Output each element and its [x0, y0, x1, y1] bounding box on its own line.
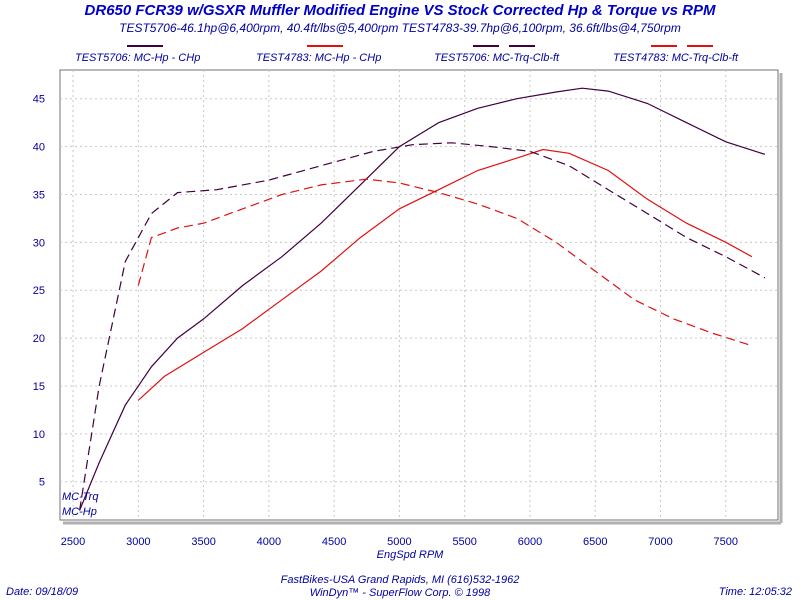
legend-entry-1: TEST4783: MC-Hp - CHp [256, 52, 382, 64]
plot-area [59, 69, 779, 521]
x-tick-label: 3000 [126, 536, 150, 548]
legend-swatch-3 [651, 45, 713, 47]
legend-entry-0: TEST5706: MC-Hp - CHp [75, 52, 201, 64]
chart-title: DR650 FCR39 w/GSXR Muffler Modified Engi… [84, 2, 716, 19]
x-tick-label: 6500 [583, 536, 607, 548]
x-tick-label: 7500 [714, 536, 738, 548]
chart-subtitle: TEST5706-46.1hp@6,400rpm, 40.4ft/lbs@5,4… [119, 21, 681, 35]
curve-tag-hp: MC-Hp [62, 506, 97, 518]
x-tick-label: 6000 [518, 536, 542, 548]
legend-swatch-0 [127, 45, 163, 47]
series-line-1 [137, 148, 753, 401]
x-tick-label: 4000 [257, 536, 281, 548]
y-tick-label: 5 [39, 477, 45, 489]
y-tick-label: 25 [33, 285, 45, 297]
footer-time: Time: 12:05:32 [718, 586, 792, 598]
curve-tag-trq: MC-Trq [62, 491, 99, 503]
y-tick-label: 35 [33, 189, 45, 201]
series-line-3 [137, 178, 753, 347]
y-tick-label: 20 [33, 333, 45, 345]
x-tick-label: 5000 [387, 536, 411, 548]
y-tick-label: 10 [33, 429, 45, 441]
legend-swatch-2 [473, 45, 535, 47]
x-tick-label: 5500 [452, 536, 476, 548]
y-tick-label: 40 [33, 142, 45, 154]
x-axis-label: EngSpd RPM [377, 549, 444, 561]
series-line-2 [79, 142, 766, 511]
y-tick-label: 30 [33, 237, 45, 249]
y-tick-label: 45 [33, 94, 45, 106]
footer-date: Date: 09/18/09 [6, 586, 79, 598]
footer-shop: FastBikes-USA Grand Rapids, MI (616)532-… [280, 574, 520, 586]
legend-entry-3: TEST4783: MC-Trq-Clb-ft [613, 52, 739, 64]
legend-swatch-1 [307, 45, 343, 47]
y-tick-label: 15 [33, 381, 45, 393]
legend-entry-2: TEST5706: MC-Trq-Clb-ft [434, 52, 560, 64]
x-tick-label: 2500 [61, 536, 85, 548]
footer-software: WinDyn™ - SuperFlow Corp. © 1998 [309, 587, 491, 599]
x-tick-label: 4500 [322, 536, 346, 548]
x-tick-label: 3500 [191, 536, 215, 548]
x-tick-label: 7000 [648, 536, 672, 548]
